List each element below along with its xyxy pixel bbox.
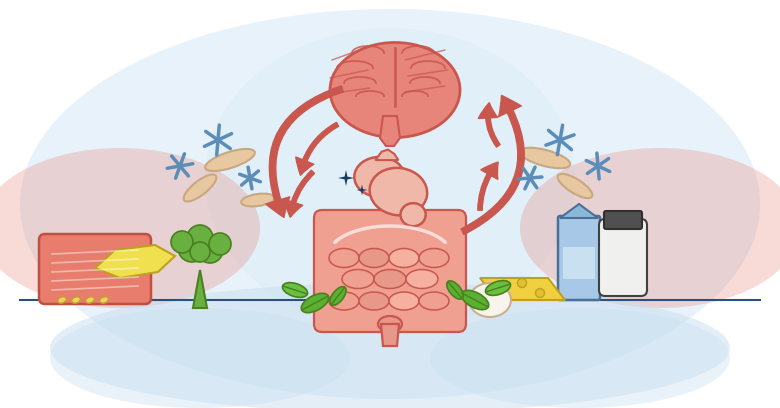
Circle shape: [495, 284, 505, 293]
Ellipse shape: [50, 283, 730, 408]
Ellipse shape: [72, 297, 80, 303]
Ellipse shape: [419, 292, 449, 310]
Ellipse shape: [86, 297, 94, 303]
Ellipse shape: [519, 148, 570, 168]
Polygon shape: [193, 270, 207, 308]
Ellipse shape: [359, 292, 389, 310]
Ellipse shape: [406, 270, 438, 288]
Ellipse shape: [330, 42, 460, 137]
Circle shape: [209, 233, 231, 255]
FancyBboxPatch shape: [314, 210, 466, 332]
Ellipse shape: [461, 290, 489, 310]
Polygon shape: [560, 204, 598, 218]
Polygon shape: [375, 150, 399, 160]
Ellipse shape: [0, 148, 260, 308]
FancyArrowPatch shape: [478, 162, 498, 210]
Ellipse shape: [329, 248, 359, 268]
Circle shape: [187, 225, 213, 251]
FancyArrowPatch shape: [461, 95, 524, 235]
Circle shape: [536, 288, 544, 297]
Circle shape: [178, 234, 206, 262]
Ellipse shape: [400, 203, 426, 226]
Ellipse shape: [389, 292, 419, 310]
Polygon shape: [381, 324, 399, 346]
FancyArrowPatch shape: [296, 122, 339, 175]
Ellipse shape: [359, 248, 389, 268]
Ellipse shape: [447, 281, 463, 299]
Polygon shape: [95, 245, 175, 278]
Circle shape: [190, 242, 210, 262]
Ellipse shape: [205, 149, 255, 171]
Ellipse shape: [374, 270, 406, 288]
Ellipse shape: [50, 308, 350, 408]
Polygon shape: [480, 278, 565, 300]
Ellipse shape: [100, 297, 108, 303]
Ellipse shape: [301, 293, 328, 313]
Ellipse shape: [205, 28, 575, 328]
Polygon shape: [356, 184, 367, 195]
FancyBboxPatch shape: [599, 219, 647, 296]
Ellipse shape: [342, 270, 374, 288]
Ellipse shape: [370, 168, 427, 215]
Ellipse shape: [329, 292, 359, 310]
FancyArrowPatch shape: [266, 86, 343, 217]
Ellipse shape: [241, 194, 275, 206]
FancyBboxPatch shape: [39, 234, 151, 304]
Ellipse shape: [389, 248, 419, 268]
Ellipse shape: [330, 287, 346, 305]
FancyArrowPatch shape: [478, 103, 500, 147]
Ellipse shape: [183, 175, 216, 202]
FancyBboxPatch shape: [558, 216, 600, 300]
Ellipse shape: [282, 283, 307, 297]
Ellipse shape: [558, 174, 592, 198]
Ellipse shape: [378, 316, 402, 332]
Ellipse shape: [419, 248, 449, 268]
Ellipse shape: [58, 297, 66, 303]
Ellipse shape: [485, 281, 511, 295]
Polygon shape: [380, 116, 400, 146]
FancyArrowPatch shape: [284, 170, 314, 217]
Ellipse shape: [20, 9, 760, 399]
Ellipse shape: [469, 283, 511, 317]
Circle shape: [171, 231, 193, 253]
FancyBboxPatch shape: [563, 247, 595, 279]
Ellipse shape: [430, 308, 730, 408]
Circle shape: [517, 279, 526, 288]
Circle shape: [197, 237, 223, 263]
Ellipse shape: [354, 157, 405, 197]
FancyBboxPatch shape: [604, 211, 642, 229]
Polygon shape: [338, 170, 354, 186]
Ellipse shape: [520, 148, 780, 308]
